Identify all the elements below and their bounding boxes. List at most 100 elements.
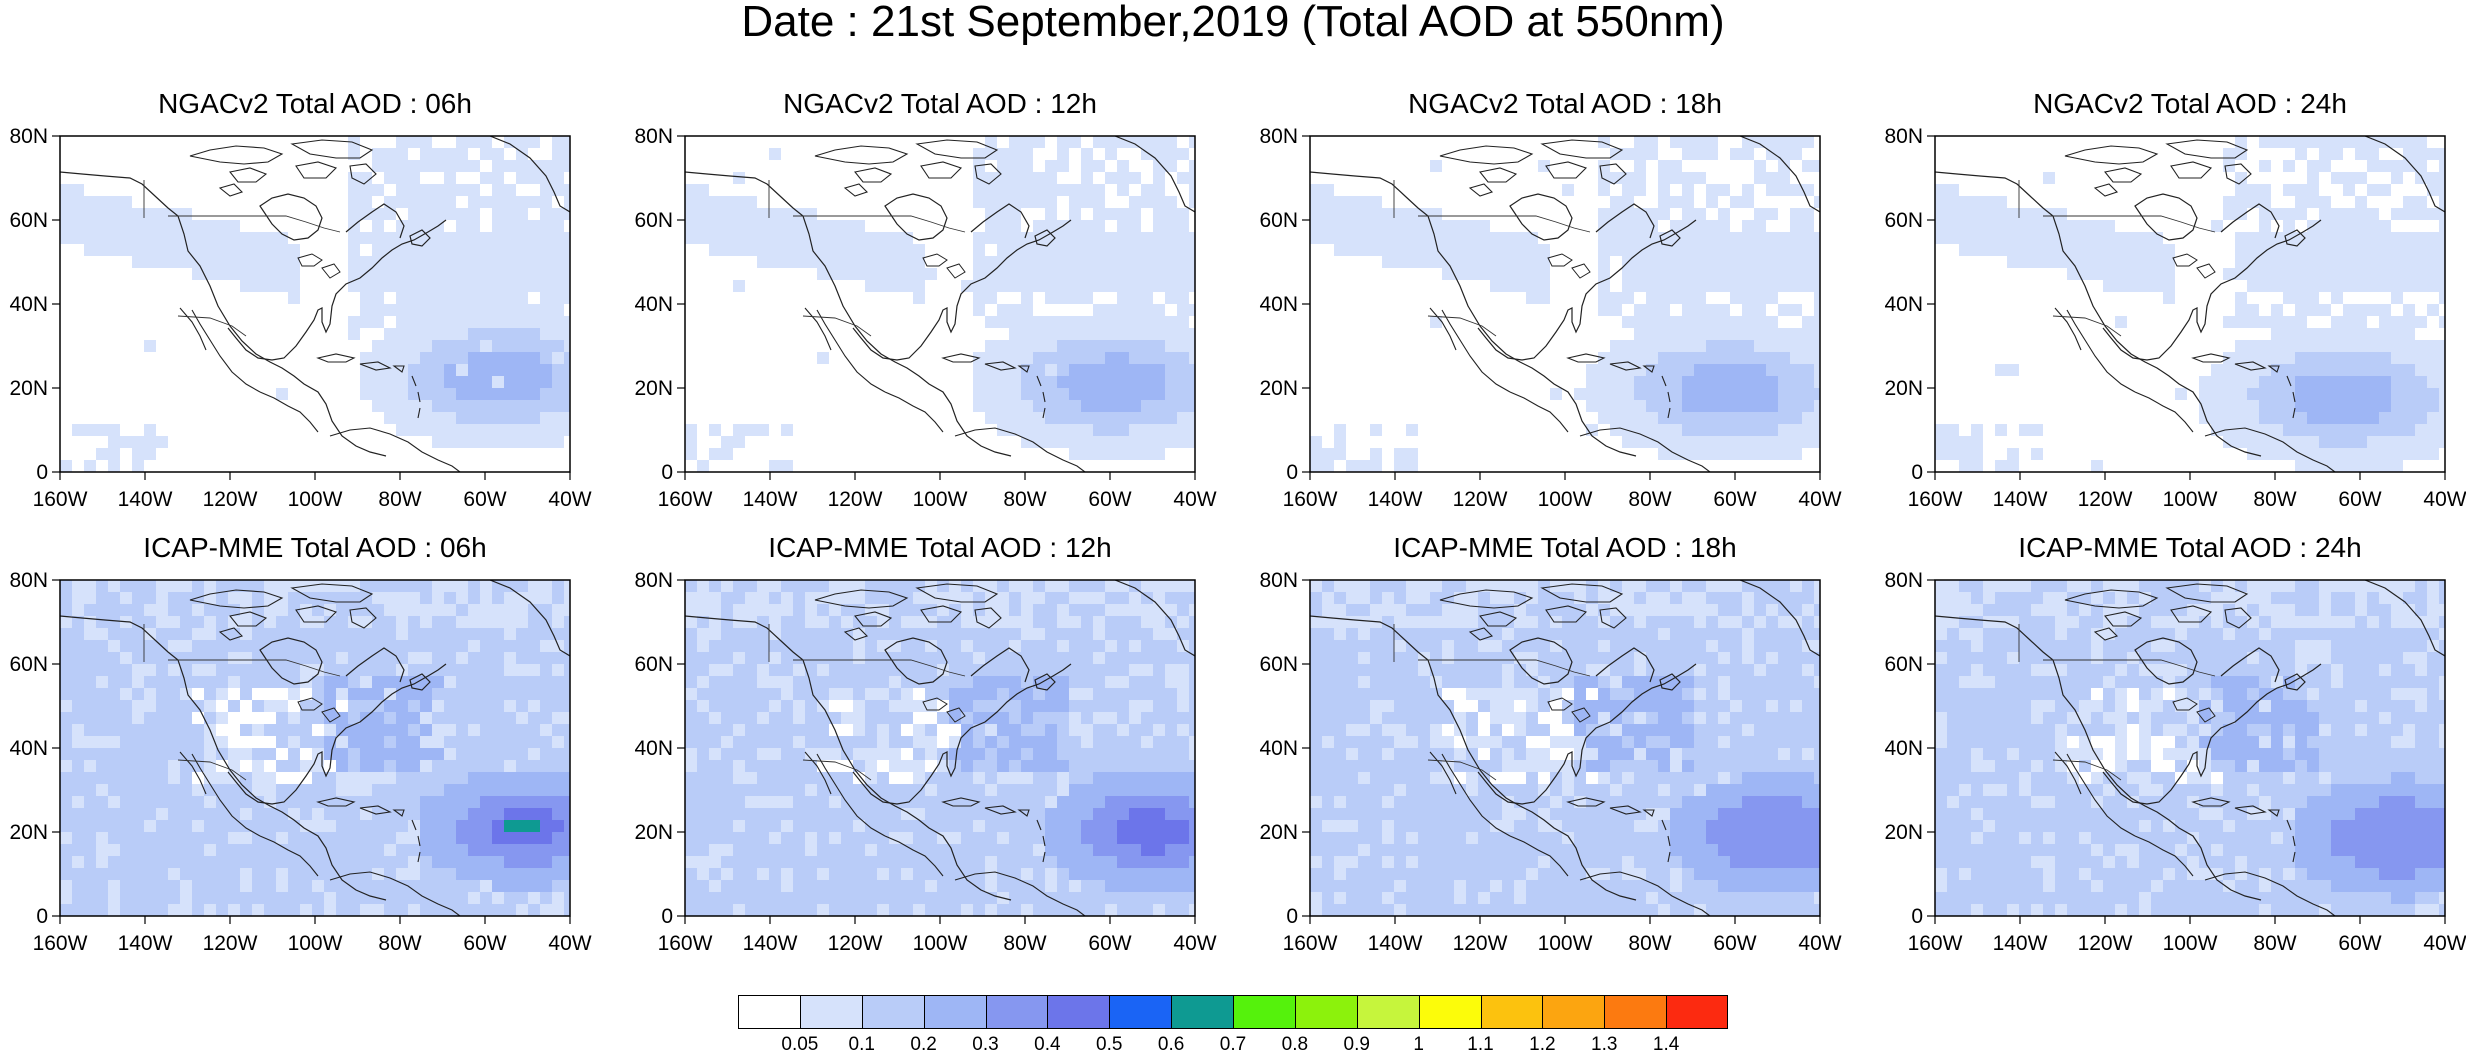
lon-tick-label: 140W bbox=[743, 932, 798, 955]
colorbar-label: 0.2 bbox=[910, 1034, 937, 1055]
lat-tick-label: 80N bbox=[1259, 125, 1298, 148]
lat-tick-label: 80N bbox=[9, 125, 48, 148]
lon-tick-label: 40W bbox=[2423, 932, 2466, 955]
lon-tick-label: 80W bbox=[1003, 932, 1046, 955]
colorbar-swatch bbox=[861, 995, 924, 1029]
panel-title: NGACv2 Total AOD : 24h bbox=[2033, 88, 2347, 119]
lon-tick-label: 100W bbox=[288, 488, 343, 511]
lon-tick-label: 40W bbox=[548, 932, 591, 955]
aod-map: 80N 60N 40N 20N 0 160W 140W 120W 100W 80W 60W 40W bbox=[1884, 569, 2466, 955]
lon-tick-label: 120W bbox=[2078, 932, 2133, 955]
lat-tick-label: 20N bbox=[1259, 821, 1298, 844]
figure-title: Date : 21st September,2019 (Total AOD at… bbox=[741, 0, 1725, 46]
lon-tick-label: 40W bbox=[2423, 488, 2466, 511]
lon-tick-label: 120W bbox=[203, 932, 258, 955]
lon-tick-label: 40W bbox=[1798, 932, 1841, 955]
lat-tick-label: 60N bbox=[634, 209, 673, 232]
lon-tick-label: 40W bbox=[548, 488, 591, 511]
lon-tick-label: 120W bbox=[1453, 488, 1508, 511]
lon-tick-label: 140W bbox=[1368, 488, 1423, 511]
colorbar-swatch bbox=[1604, 995, 1667, 1029]
panel-title: NGACv2 Total AOD : 12h bbox=[783, 88, 1097, 119]
map-panel-icap-mme-18h: 80N 60N 40N 20N 0 160W 140W 120W 100W 80W 60W 40W IC… bbox=[1250, 532, 1841, 977]
lat-tick-label: 60N bbox=[634, 653, 673, 676]
lon-tick-label: 60W bbox=[2338, 488, 2381, 511]
map-panel-icap-mme-06h: 80N 60N 40N 20N 0 160W 140W 120W 100W 80W 60W 40W IC… bbox=[0, 532, 591, 977]
map-panel-ngacv2-06h: 80N 60N 40N 20N 0 160W 140W 120W 100W 80W 60W 40W NG… bbox=[0, 88, 591, 533]
lat-tick-label: 0 bbox=[661, 461, 673, 484]
colorbar-label: 0.6 bbox=[1157, 1034, 1185, 1055]
lon-tick-label: 60W bbox=[1088, 932, 1131, 955]
lat-tick-label: 20N bbox=[1884, 821, 1923, 844]
aod-field bbox=[1310, 580, 1820, 916]
lon-tick-label: 40W bbox=[1798, 488, 1841, 511]
lon-tick-label: 100W bbox=[2163, 488, 2218, 511]
lon-tick-label: 40W bbox=[1173, 488, 1216, 511]
colorbar-label: 1.4 bbox=[1652, 1034, 1680, 1055]
colorbar-label: 0.9 bbox=[1343, 1034, 1370, 1055]
colorbar-label: 1 bbox=[1413, 1034, 1424, 1055]
colorbar-swatch bbox=[1171, 995, 1233, 1029]
lat-tick-label: 40N bbox=[1259, 293, 1298, 316]
lat-tick-label: 20N bbox=[634, 377, 673, 400]
lon-tick-label: 140W bbox=[1368, 932, 1423, 955]
aod-field bbox=[1935, 136, 2445, 472]
lon-tick-label: 100W bbox=[913, 488, 968, 511]
lat-tick-label: 40N bbox=[1884, 293, 1923, 316]
lat-tick-label: 0 bbox=[36, 461, 48, 484]
lon-tick-label: 140W bbox=[1993, 932, 2048, 955]
colorbar-swatch bbox=[799, 995, 862, 1029]
map-panel-ngacv2-24h: 80N 60N 40N 20N 0 160W 140W 120W 100W 80W 60W 40W NG… bbox=[1875, 88, 2466, 533]
aod-map: 80N 60N 40N 20N 0 160W 140W 120W 100W 80W 60W 40W bbox=[9, 125, 591, 511]
map-panel-ngacv2-12h: 80N 60N 40N 20N 0 160W 140W 120W 100W 80W 60W 40W NG… bbox=[625, 88, 1216, 533]
lon-tick-label: 140W bbox=[1993, 488, 2048, 511]
lat-tick-label: 0 bbox=[1286, 461, 1298, 484]
lat-tick-label: 40N bbox=[1259, 737, 1298, 760]
panel-title: ICAP-MME Total AOD : 18h bbox=[1393, 532, 1737, 563]
lat-tick-label: 40N bbox=[9, 737, 48, 760]
colorbar-swatch bbox=[1666, 995, 1728, 1029]
lon-tick-label: 80W bbox=[1003, 488, 1046, 511]
lon-tick-label: 60W bbox=[1713, 932, 1756, 955]
lat-tick-label: 60N bbox=[1884, 209, 1923, 232]
lon-tick-label: 60W bbox=[1088, 488, 1131, 511]
lon-tick-label: 120W bbox=[1453, 932, 1508, 955]
panel-title: ICAP-MME Total AOD : 12h bbox=[768, 532, 1112, 563]
lon-tick-label: 120W bbox=[203, 488, 258, 511]
colorbar-label: 1.1 bbox=[1467, 1034, 1494, 1055]
lat-tick-label: 60N bbox=[1884, 653, 1923, 676]
lon-tick-label: 60W bbox=[1713, 488, 1756, 511]
lon-tick-label: 60W bbox=[463, 932, 506, 955]
lat-tick-label: 40N bbox=[1884, 737, 1923, 760]
lon-tick-label: 120W bbox=[828, 932, 883, 955]
aod-map: 80N 60N 40N 20N 0 160W 140W 120W 100W 80W 60W 40W bbox=[634, 569, 1216, 955]
map-panel-icap-mme-24h: 80N 60N 40N 20N 0 160W 140W 120W 100W 80W 60W 40W IC… bbox=[1875, 532, 2466, 977]
colorbar-label: 0.05 bbox=[781, 1034, 819, 1055]
colorbar-label: 0.7 bbox=[1219, 1034, 1247, 1055]
lon-tick-label: 120W bbox=[828, 488, 883, 511]
lat-tick-label: 80N bbox=[1884, 569, 1923, 592]
aod-map: 80N 60N 40N 20N 0 160W 140W 120W 100W 80W 60W 40W bbox=[1884, 125, 2466, 511]
aod-map: 80N 60N 40N 20N 0 160W 140W 120W 100W 80W 60W 40W bbox=[1259, 569, 1841, 955]
aod-colorbar: 0.05 0.1 0.2 0.3 0.4 0.5 0.6 0.7 0.8 0.9 1 1.1 1.2 1.… bbox=[738, 995, 1728, 1055]
colorbar-label: 0.1 bbox=[848, 1034, 875, 1055]
lon-tick-label: 100W bbox=[1538, 488, 1593, 511]
lon-tick-label: 100W bbox=[2163, 932, 2218, 955]
aod-field bbox=[685, 136, 1195, 472]
lon-tick-label: 80W bbox=[2253, 488, 2296, 511]
lon-tick-label: 60W bbox=[463, 488, 506, 511]
aod-field bbox=[1310, 136, 1820, 472]
aod-map: 80N 60N 40N 20N 0 160W 140W 120W 100W 80W 60W 40W bbox=[634, 125, 1216, 511]
lat-tick-label: 20N bbox=[9, 821, 48, 844]
lon-tick-label: 140W bbox=[118, 488, 173, 511]
lat-tick-label: 0 bbox=[661, 905, 673, 928]
lat-tick-label: 80N bbox=[9, 569, 48, 592]
colorbar-label: 0.5 bbox=[1096, 1034, 1123, 1055]
map-panel-icap-mme-12h: 80N 60N 40N 20N 0 160W 140W 120W 100W 80W 60W 40W IC… bbox=[625, 532, 1216, 977]
lon-tick-label: 160W bbox=[1283, 932, 1338, 955]
aod-field bbox=[1935, 580, 2445, 916]
lon-tick-label: 140W bbox=[743, 488, 798, 511]
lon-tick-label: 100W bbox=[913, 932, 968, 955]
lon-tick-label: 80W bbox=[378, 488, 421, 511]
colorbar-swatch bbox=[1294, 995, 1357, 1029]
